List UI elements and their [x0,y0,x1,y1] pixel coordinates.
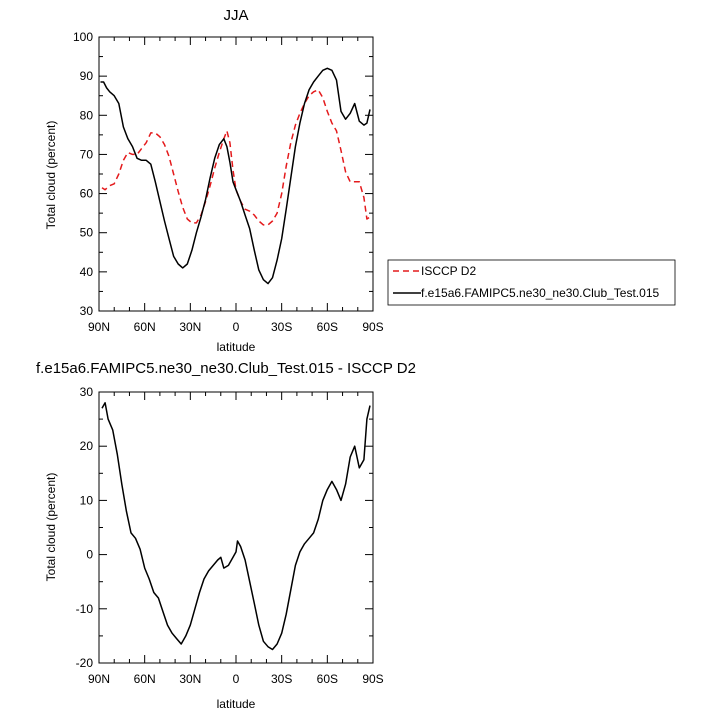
bottom-x-tick-label: 0 [233,672,240,686]
top-y-tick-label: 70 [80,147,94,161]
bottom-chart: f.e15a6.FAMIPC5.ne30_ne30.Club_Test.015 … [36,360,416,711]
bottom-y-tick-label: 0 [86,548,93,562]
top-x-tick-label: 60N [134,320,156,334]
top-x-tick-label: 0 [233,320,240,334]
bottom-x-tick-label: 60S [317,672,338,686]
legend-label-model: f.e15a6.FAMIPC5.ne30_ne30.Club_Test.015 [421,286,659,300]
top-chart-x-label: latitude [217,340,256,354]
bottom-chart-lines [101,402,371,651]
bottom-x-tick-label: 90S [362,672,383,686]
top-x-tick-label: 60S [317,320,338,334]
top-y-tick-label: 40 [80,265,94,279]
top-y-tick-label: 80 [80,108,94,122]
top-x-tick-label: 90N [88,320,110,334]
top-x-tick-label: 90S [362,320,383,334]
bottom-y-tick-label: -20 [76,656,94,670]
top-y-tick-label: 30 [80,304,94,318]
top-x-tick-label: 30N [179,320,201,334]
top-y-tick-label: 50 [80,226,94,240]
top-plot-frame [98,36,374,312]
legend-box [387,259,676,306]
bottom-x-tick-label: 60N [134,672,156,686]
bottom-chart-axes: 90N 60N 30N 0 30S 60S 90S -20 -10 0 10 20 30 [76,385,384,686]
top-chart: JJA Total cloud (percent) latitude 90N 60… [44,7,676,354]
top-y-tick-label: 90 [80,69,94,83]
bottom-x-tick-label: 30S [271,672,292,686]
top-series-line-1 [101,89,371,226]
top-chart-title: JJA [223,7,248,24]
bottom-y-tick-label: 30 [80,385,94,399]
top-chart-y-label: Total cloud (percent) [44,121,58,230]
bottom-series-line-1 [101,402,371,651]
legend: ISCCP D2 f.e15a6.FAMIPC5.ne30_ne30.Club_… [387,259,676,306]
bottom-chart-y-label: Total cloud (percent) [44,473,58,582]
top-y-tick-label: 100 [73,30,93,44]
top-y-tick-label: 60 [80,187,94,201]
bottom-chart-x-label: latitude [217,697,256,711]
bottom-y-tick-label: 10 [80,493,94,507]
top-x-tick-label: 30S [271,320,292,334]
bottom-plot-frame [98,391,374,664]
bottom-y-tick-label: 20 [80,439,94,453]
top-chart-axes: 90N 60N 30N 0 30S 60S 90S 30 40 50 60 70 80 90 100 [73,30,384,334]
bottom-x-tick-label: 90N [88,672,110,686]
top-series-line-2 [100,67,371,285]
top-chart-lines [100,67,371,285]
legend-label-isccp: ISCCP D2 [421,264,476,278]
bottom-y-tick-label: -10 [76,602,94,616]
bottom-x-tick-label: 30N [179,672,201,686]
bottom-chart-title: f.e15a6.FAMIPC5.ne30_ne30.Club_Test.015 … [36,360,416,377]
